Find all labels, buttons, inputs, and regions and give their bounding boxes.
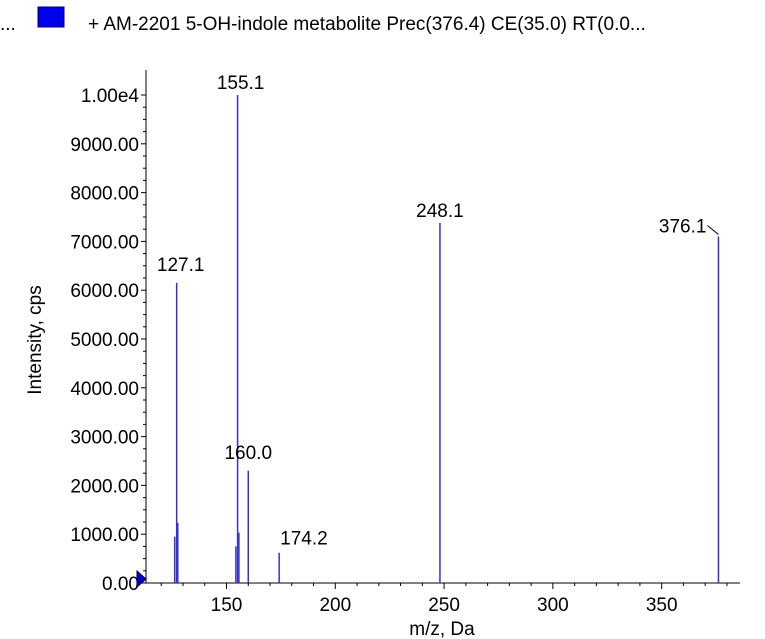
peak-label: 248.1: [416, 201, 464, 222]
header-left-ellipsis: ...: [0, 14, 16, 35]
y-tick-label: 7000.00: [70, 232, 139, 253]
x-axis-title: m/z, Da: [409, 619, 475, 639]
x-tick-label: 200: [319, 595, 351, 616]
y-tick-label: 8000.00: [70, 184, 139, 205]
y-ticks: 0.00 1000.00 2000.00 3000.00 4000.00 5000.00 6…: [70, 86, 146, 595]
peaks: [173, 95, 720, 583]
x-tick-label: 150: [211, 595, 243, 616]
y-tick-label: 4000.00: [70, 379, 139, 400]
y-tick-label: 9000.00: [70, 135, 139, 156]
peak-label: 376.1: [659, 217, 707, 238]
peak-label: 155.1: [217, 73, 265, 94]
x-tick-label: 300: [537, 595, 569, 616]
peak-label: 127.1: [157, 255, 205, 276]
chart-title: + AM-2201 5-OH-indole metabolite Prec(37…: [88, 14, 646, 35]
y-tick-label: 6000.00: [70, 281, 139, 302]
baseline-marker[interactable]: [136, 569, 147, 589]
legend-swatch: [37, 6, 65, 28]
y-tick-label: 2000.00: [70, 476, 139, 497]
y-axis-title: Intensity, cps: [25, 285, 46, 394]
y-tick-label: 5000.00: [70, 330, 139, 351]
y-tick-label: 1000.00: [70, 525, 139, 546]
peak-labels: 155.1 127.1 160.0 174.2 248.1 376.1: [157, 73, 719, 550]
x-tick-label: 350: [646, 595, 678, 616]
x-tick-label: 250: [428, 595, 460, 616]
y-minor-ticks: [143, 106, 146, 572]
y-tick-label: 3000.00: [70, 428, 139, 449]
x-minor-ticks: [160, 583, 728, 586]
peak-label: 174.2: [280, 529, 328, 550]
y-tick-label: 1.00e4: [81, 86, 140, 107]
y-tick-label: 0.00: [102, 574, 139, 595]
peak-label-leader: [707, 225, 719, 235]
peak-label: 160.0: [224, 443, 272, 464]
x-ticks: 150 200 250 300 350: [211, 583, 678, 616]
